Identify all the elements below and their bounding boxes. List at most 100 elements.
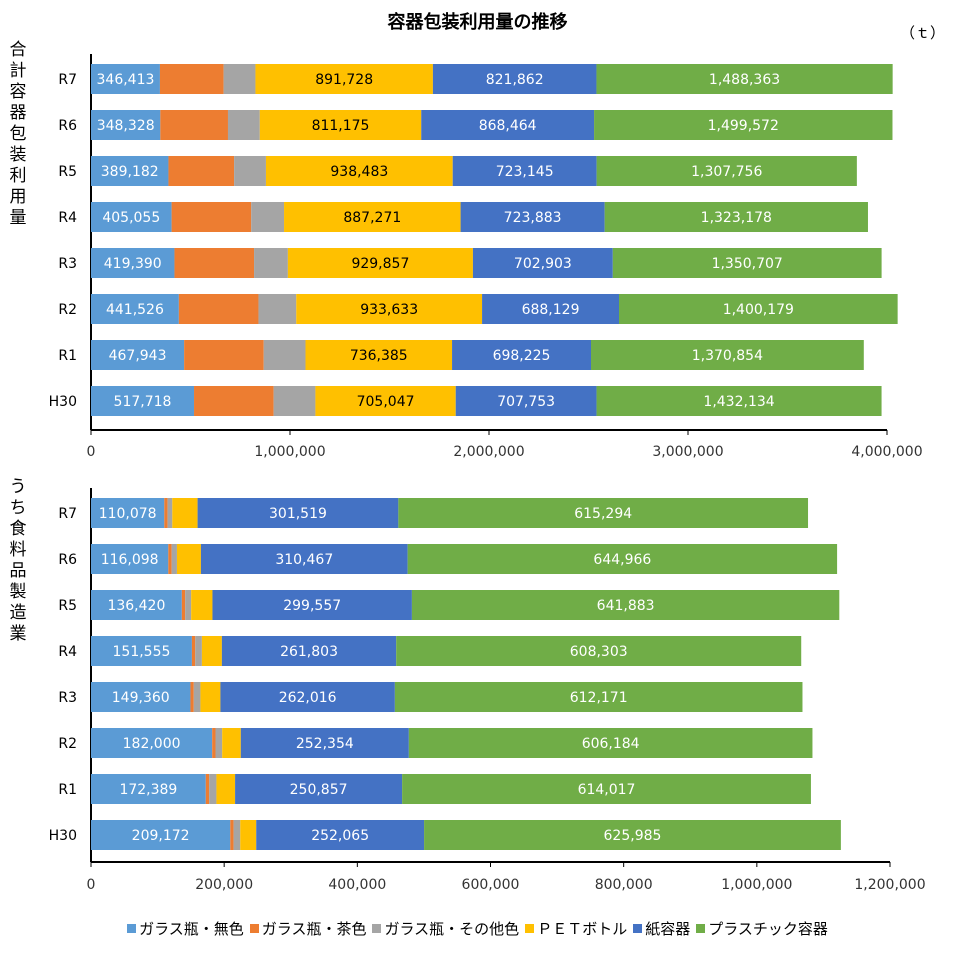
x-tick-label: 200,000 [195,877,253,893]
top-chart-ylabel: 合計容器包装利用量 [9,40,27,228]
bar-segment [181,590,186,620]
bar-segment [91,202,172,232]
bar-segment [91,156,169,186]
data-label: 625,985 [604,828,662,844]
data-label: 938,483 [330,164,388,180]
x-tick-label: 400,000 [328,877,386,893]
category-label: R3 [58,690,77,706]
bar-segment [190,682,194,712]
bar-segment [251,202,285,232]
bar-segment [209,774,217,804]
data-label: 517,718 [114,394,172,410]
bar-segment [402,774,811,804]
bar-segment [460,202,605,232]
category-label: R1 [58,782,77,798]
bar-segment [411,590,840,620]
data-label: 136,420 [107,598,165,614]
bar-segment [612,248,882,278]
x-tick-label: 1,000,000 [721,877,792,893]
bar-segment [212,728,216,758]
data-label: 149,360 [112,690,170,706]
bar-segment [172,498,198,528]
data-label: 705,047 [357,394,415,410]
bar-segment [171,544,177,574]
bar-segment [91,774,206,804]
legend-swatch [127,924,137,933]
data-label: 868,464 [479,118,537,134]
data-label: 301,519 [269,506,327,522]
legend-swatch [633,924,643,933]
bar-segment [482,294,620,324]
bar-segment [197,498,399,528]
bar-segment [201,636,222,666]
bar-segment [472,248,613,278]
bar-segment [212,590,412,620]
bar-segment [91,544,169,574]
bar-segment [305,340,453,370]
data-label: 299,557 [283,598,341,614]
bar-segment [91,820,231,850]
legend-item: ＰＥＴボトル [525,918,627,939]
bar-segment [176,544,201,574]
legend-label: ＰＥＴボトル [537,920,628,938]
bar-segment [421,110,595,140]
data-label: 688,129 [522,302,580,318]
data-label: 698,225 [493,348,551,364]
bar-segment [164,498,168,528]
unit-label: （ｔ） [900,24,946,42]
category-label: R1 [58,348,77,364]
x-tick-label: 600,000 [462,877,520,893]
bar-segment [221,636,397,666]
bar-segment [596,156,857,186]
data-label: 1,400,179 [723,302,794,318]
x-tick-label: 1,200,000 [854,877,925,893]
data-label: 723,145 [496,164,554,180]
legend-label: ガラス瓶・その他色 [384,920,520,938]
bar-segment [398,498,809,528]
data-label: 116,098 [101,552,159,568]
bar-segment [258,294,297,324]
bottom-chart-ylabel: うち食料品製造業 [9,477,27,644]
bar-segment [594,110,893,140]
bar-segment [230,820,234,850]
data-label: 262,016 [279,690,337,706]
data-label: 1,307,756 [691,164,762,180]
bar-segment [194,386,274,416]
data-label: 644,966 [593,552,651,568]
data-label: 608,303 [570,644,628,660]
data-label: 887,271 [343,210,401,226]
bar-segment [185,590,192,620]
data-label: 929,857 [351,256,409,272]
bar-segment [216,774,236,804]
bar-segment [265,156,453,186]
bar-segment [596,64,893,94]
data-label: 252,065 [311,828,369,844]
data-label: 702,903 [514,256,572,272]
bar-segment [590,340,864,370]
data-label: 821,862 [486,72,544,88]
bar-segment [159,64,224,94]
bar-segment [604,202,868,232]
data-label: 612,171 [570,690,628,706]
data-label: 389,182 [101,164,159,180]
x-tick-label: 1,000,000 [254,444,325,460]
data-label: 933,633 [360,302,418,318]
data-label: 310,467 [275,552,333,568]
legend-swatch [372,924,382,933]
data-label: 1,488,363 [709,72,780,88]
bar-segment [91,64,160,94]
legend: ガラス瓶・無色 ガラス瓶・茶色 ガラス瓶・その他色 ＰＥＴボトル 紙容器 プラスチック容器 [0,918,955,939]
bar-segment [191,636,196,666]
bar-segment [215,728,223,758]
data-label: 1,499,572 [708,118,779,134]
x-tick-label: 800,000 [595,877,653,893]
category-label: R3 [58,256,77,272]
legend-item: ガラス瓶・無色 [127,918,244,939]
category-label: R7 [58,72,77,88]
bar-segment [256,820,425,850]
legend-item: ガラス瓶・その他色 [372,918,519,939]
bar-segment [240,820,257,850]
bar-segment [240,728,409,758]
category-label: H30 [49,394,77,410]
bar-segment [167,498,173,528]
